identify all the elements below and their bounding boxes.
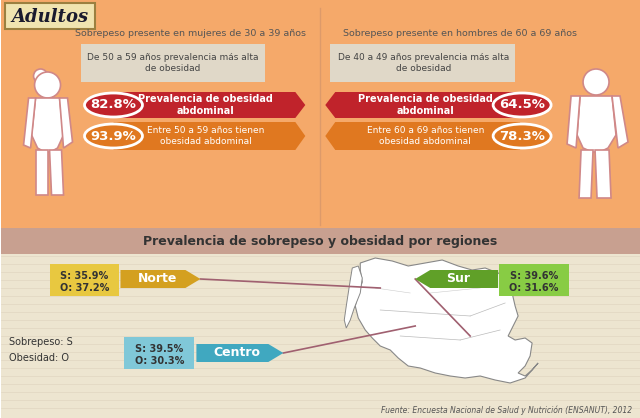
Polygon shape bbox=[49, 150, 63, 195]
FancyBboxPatch shape bbox=[124, 337, 195, 369]
Text: Prevalencia de sobrepeso y obesidad por regiones: Prevalencia de sobrepeso y obesidad por … bbox=[143, 234, 497, 247]
Polygon shape bbox=[415, 270, 498, 288]
Text: De 40 a 49 años prevalencia más alta
de obesidad: De 40 a 49 años prevalencia más alta de … bbox=[337, 54, 509, 73]
Ellipse shape bbox=[493, 93, 551, 117]
Polygon shape bbox=[344, 266, 362, 328]
Polygon shape bbox=[355, 258, 538, 383]
Text: S: 39.5%: S: 39.5% bbox=[135, 344, 184, 354]
Text: Sobrepeso presente en hombres de 60 a 69 años: Sobrepeso presente en hombres de 60 a 69… bbox=[343, 30, 577, 38]
Bar bbox=[81, 44, 266, 82]
Polygon shape bbox=[120, 270, 200, 288]
Text: Prevalencia de obesidad
abdominal: Prevalencia de obesidad abdominal bbox=[138, 94, 273, 116]
Polygon shape bbox=[31, 98, 63, 152]
Text: Sur: Sur bbox=[446, 273, 470, 285]
Polygon shape bbox=[612, 96, 628, 148]
Text: O: 31.6%: O: 31.6% bbox=[509, 283, 559, 293]
FancyBboxPatch shape bbox=[4, 3, 95, 29]
Polygon shape bbox=[113, 92, 305, 118]
Polygon shape bbox=[113, 122, 305, 150]
Ellipse shape bbox=[493, 124, 551, 148]
FancyBboxPatch shape bbox=[499, 264, 569, 296]
Text: Prevalencia de obesidad
abdominal: Prevalencia de obesidad abdominal bbox=[358, 94, 493, 116]
Text: S: 39.6%: S: 39.6% bbox=[510, 271, 558, 281]
Polygon shape bbox=[595, 150, 611, 198]
Text: 82.8%: 82.8% bbox=[90, 99, 136, 112]
Text: Sobrepeso: S
Obesidad: O: Sobrepeso: S Obesidad: O bbox=[8, 337, 72, 363]
Text: De 50 a 59 años prevalencia más alta
de obesidad: De 50 a 59 años prevalencia más alta de … bbox=[86, 54, 258, 73]
Text: 93.9%: 93.9% bbox=[91, 130, 136, 143]
Bar bbox=[1, 228, 640, 418]
Ellipse shape bbox=[84, 124, 143, 148]
Bar bbox=[1, 0, 640, 228]
Text: Sobrepeso presente en mujeres de 30 a 39 años: Sobrepeso presente en mujeres de 30 a 39… bbox=[75, 30, 306, 38]
Polygon shape bbox=[325, 92, 520, 118]
Text: Centro: Centro bbox=[214, 347, 261, 359]
Text: Norte: Norte bbox=[138, 273, 177, 285]
Polygon shape bbox=[60, 98, 72, 148]
Circle shape bbox=[33, 69, 47, 83]
Polygon shape bbox=[577, 96, 616, 152]
Text: Entre 50 a 59 años tienen
obesidad abdominal: Entre 50 a 59 años tienen obesidad abdom… bbox=[147, 126, 264, 146]
Text: Fuente: Encuesta Nacional de Salud y Nutrición (ENSANUT), 2012: Fuente: Encuesta Nacional de Salud y Nut… bbox=[381, 405, 632, 415]
Bar bbox=[1, 228, 640, 254]
Polygon shape bbox=[325, 122, 520, 150]
Polygon shape bbox=[567, 96, 580, 148]
Ellipse shape bbox=[84, 93, 143, 117]
Text: Entre 60 a 69 años tienen
obesidad abdominal: Entre 60 a 69 años tienen obesidad abdom… bbox=[367, 126, 484, 146]
Circle shape bbox=[35, 72, 61, 98]
Text: S: 35.9%: S: 35.9% bbox=[60, 271, 109, 281]
Polygon shape bbox=[579, 150, 593, 198]
Bar bbox=[330, 44, 515, 82]
Text: Adultos: Adultos bbox=[11, 8, 88, 25]
Polygon shape bbox=[24, 98, 36, 148]
Polygon shape bbox=[36, 150, 47, 195]
Polygon shape bbox=[196, 344, 284, 362]
Text: O: 30.3%: O: 30.3% bbox=[135, 356, 184, 366]
Text: 64.5%: 64.5% bbox=[499, 99, 545, 112]
Text: O: 37.2%: O: 37.2% bbox=[60, 283, 109, 293]
Text: 78.3%: 78.3% bbox=[499, 130, 545, 143]
Circle shape bbox=[583, 69, 609, 95]
FancyBboxPatch shape bbox=[49, 264, 120, 296]
